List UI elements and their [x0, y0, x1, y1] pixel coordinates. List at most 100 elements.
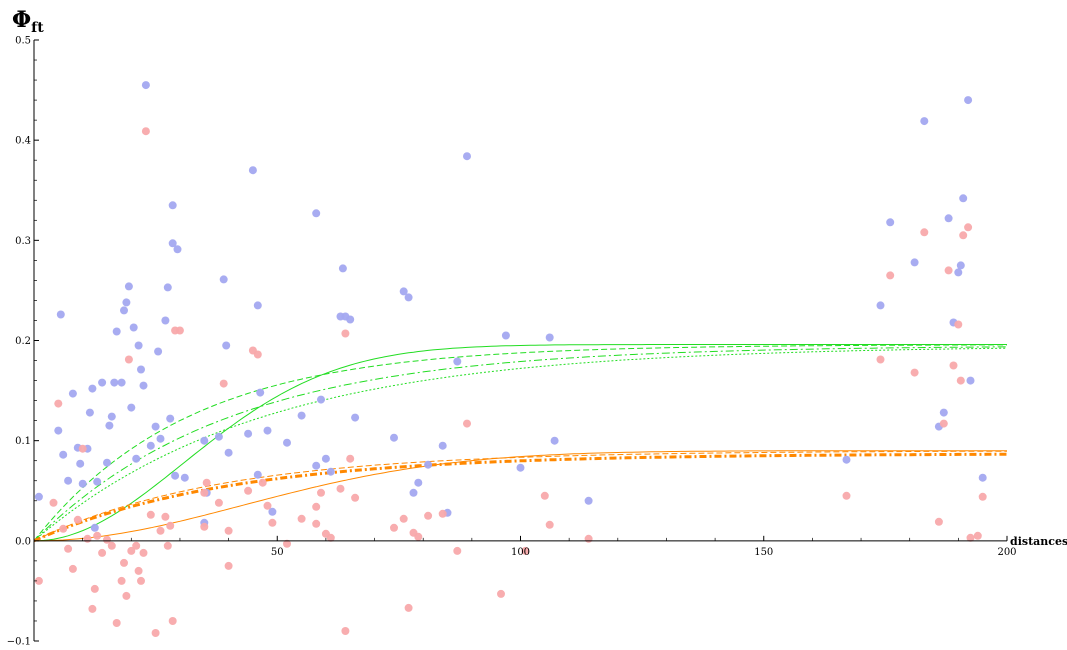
blue-point-70 — [399, 287, 408, 296]
red-point-51 — [312, 519, 321, 528]
blue-point-22 — [122, 298, 131, 307]
blue-point-63 — [326, 467, 335, 476]
red-point-31 — [166, 521, 175, 530]
blue-point-53 — [256, 388, 265, 397]
axes: −0.1 0.0 0.1 0.2 0.3 0.4 0.5 50 100 150 200 — [7, 36, 1017, 648]
red-point-65 — [424, 511, 433, 520]
blue-point-85 — [876, 301, 885, 310]
red-point-55 — [336, 484, 345, 493]
red-point-38 — [214, 498, 223, 507]
y-tick-label: 0.0 — [15, 536, 31, 547]
red-point-83 — [954, 320, 963, 329]
blue-point-5 — [68, 389, 77, 398]
blue-point-13 — [93, 477, 102, 486]
blue-point-51 — [248, 166, 257, 175]
fitted-curves — [33, 344, 1008, 543]
blue-point-1 — [54, 426, 63, 435]
blue-point-18 — [110, 378, 119, 387]
blue-point-58 — [297, 411, 306, 420]
y-tick-label: 0.1 — [15, 436, 31, 447]
blue-point-98 — [978, 473, 987, 482]
red-point-24 — [139, 548, 148, 557]
blue-point-67 — [346, 315, 355, 324]
red-point-35 — [200, 488, 209, 497]
blue-point-46 — [214, 432, 223, 441]
red-point-36 — [200, 522, 209, 531]
red-point-18 — [122, 591, 131, 600]
blue-point-72 — [409, 488, 418, 497]
blue-point-31 — [146, 441, 155, 450]
blue-point-68 — [351, 413, 360, 422]
blue-point-59 — [312, 209, 321, 218]
red-point-48 — [283, 539, 291, 548]
red-point-73 — [584, 534, 593, 543]
red-point-62 — [404, 603, 413, 612]
red-point-89 — [978, 492, 987, 501]
y-tick-label: −0.1 — [7, 637, 31, 648]
red-point-69 — [497, 589, 505, 598]
blue-point-84 — [842, 455, 851, 464]
blue-point-91 — [944, 214, 953, 223]
red-point-39 — [219, 379, 228, 388]
red-point-50 — [312, 502, 321, 511]
blue-point-39 — [168, 239, 177, 248]
red-point-88 — [973, 531, 982, 540]
blue-point-38 — [168, 201, 177, 210]
red-point-87 — [966, 533, 975, 542]
red-point-45 — [258, 478, 267, 487]
red-point-21 — [132, 541, 141, 550]
blue-point-88 — [920, 117, 929, 126]
blue-point-19 — [112, 327, 121, 336]
orange-curve-thick-dashdot — [33, 452, 1007, 543]
red-point-67 — [453, 546, 462, 555]
scatter-points — [34, 81, 987, 637]
blue-point-69 — [390, 433, 398, 442]
green-curve-solid — [33, 344, 1007, 542]
red-point-82 — [949, 361, 958, 370]
x-tick-label: 150 — [754, 547, 773, 558]
red-point-57 — [341, 627, 350, 635]
blue-point-3 — [59, 450, 68, 459]
red-point-66 — [438, 509, 447, 518]
orange-curve-dashed — [33, 450, 1007, 542]
red-point-72 — [545, 520, 554, 529]
red-point-77 — [910, 368, 919, 377]
red-point-16 — [117, 576, 126, 585]
blue-point-94 — [956, 261, 965, 270]
blue-point-43 — [200, 436, 209, 445]
red-point-84 — [956, 376, 965, 385]
red-point-75 — [876, 355, 885, 364]
red-point-3 — [59, 524, 68, 533]
blue-point-32 — [151, 422, 160, 431]
red-point-64 — [414, 532, 423, 541]
blue-point-81 — [545, 333, 554, 342]
blue-point-26 — [132, 454, 141, 463]
blue-point-60 — [312, 461, 321, 470]
red-point-85 — [959, 231, 968, 240]
y-tick-label: 0.4 — [15, 136, 31, 147]
blue-point-27 — [134, 341, 143, 350]
red-point-2 — [54, 399, 63, 408]
red-point-54 — [326, 533, 335, 542]
blue-point-48 — [222, 341, 231, 350]
red-point-13 — [103, 535, 111, 544]
blue-point-79 — [501, 331, 510, 340]
y-axis-title-subscript: ft — [31, 20, 44, 36]
red-point-25 — [141, 127, 150, 136]
red-point-60 — [390, 523, 398, 532]
blue-point-75 — [438, 441, 447, 450]
red-point-70 — [521, 546, 530, 555]
red-point-42 — [244, 486, 253, 495]
red-point-19 — [124, 355, 133, 364]
green-curve-dashed — [33, 344, 1007, 542]
y-tick-label: 0.3 — [15, 236, 31, 247]
blue-point-56 — [268, 507, 277, 516]
red-point-59 — [351, 493, 360, 502]
red-point-32 — [168, 617, 177, 625]
blue-point-74 — [424, 460, 433, 469]
blue-point-52 — [253, 301, 262, 310]
red-point-56 — [341, 329, 350, 338]
blue-point-28 — [137, 365, 145, 374]
blue-point-10 — [85, 408, 94, 417]
